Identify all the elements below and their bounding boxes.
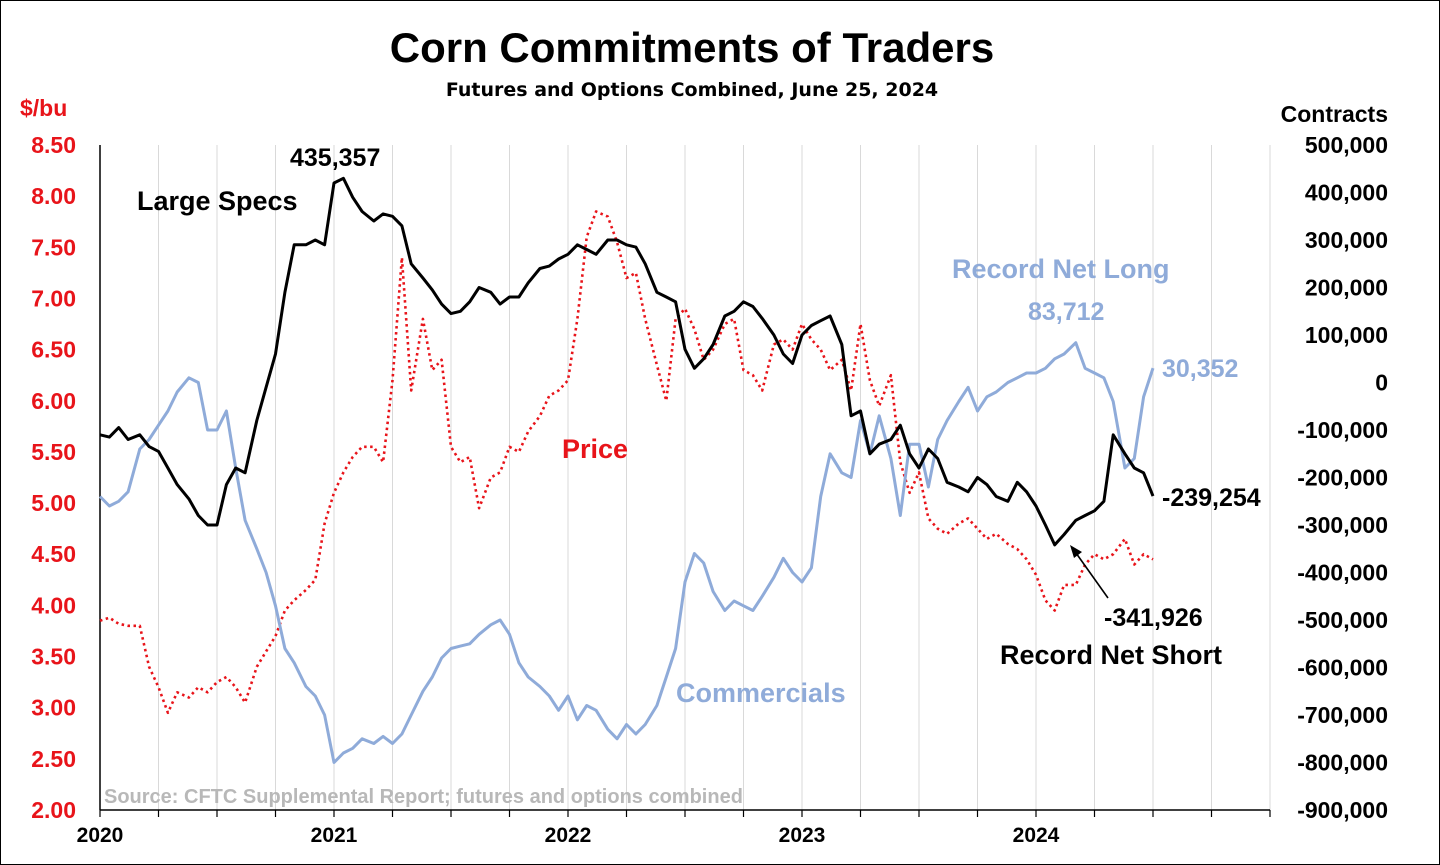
left-tick-label: 3.00	[31, 695, 76, 721]
series-price	[99, 210, 1154, 715]
left-tick-label: 3.50	[31, 644, 76, 670]
series-commercials	[98, 341, 1155, 764]
right-tick-label: -100,000	[1297, 417, 1388, 443]
record-net-long-value: 83,712	[1028, 298, 1104, 326]
left-tick-labels: 8.50 8.00 7.50 7.00 6.50 6.00 5.50 5.00 4.50 4.00…	[31, 132, 76, 823]
right-tick-label: -700,000	[1297, 702, 1388, 728]
latest-large-specs-value: -239,254	[1162, 484, 1261, 512]
right-tick-label: 100,000	[1305, 322, 1388, 348]
right-tick-label: -900,000	[1297, 797, 1388, 823]
left-tick-label: 7.50	[31, 234, 76, 260]
x-tick-labels: 2020 2021 2022 2023 2024	[77, 824, 1060, 847]
right-tick-label: -200,000	[1297, 465, 1388, 491]
right-tick-label: -800,000	[1297, 750, 1388, 776]
price-label: Price	[562, 434, 628, 464]
right-tick-label: 300,000	[1305, 227, 1388, 253]
left-tick-label: 5.50	[31, 439, 76, 465]
series-large-specs	[99, 176, 1155, 547]
left-tick-label: 4.00	[31, 592, 76, 618]
latest-commercials-value: 30,352	[1162, 355, 1238, 383]
left-axis-unit: $/bu	[20, 95, 67, 121]
x-tick-label: 2023	[779, 824, 826, 847]
left-tick-label: 5.00	[31, 490, 76, 516]
right-tick-label: 0	[1375, 370, 1388, 396]
x-axis-tick-marks	[99, 810, 1271, 817]
left-tick-label: 2.00	[31, 797, 76, 823]
left-tick-label: 6.50	[31, 337, 76, 363]
right-tick-labels: 500,000 400,000 300,000 200,000 100,000 0 -100…	[1297, 132, 1388, 823]
series-layer	[98, 176, 1155, 764]
right-tick-label: 500,000	[1305, 132, 1388, 158]
right-tick-label: 200,000	[1305, 275, 1388, 301]
source-note: Source: CFTC Supplemental Report; future…	[104, 786, 743, 808]
chart-subtitle: Futures and Options Combined, June 25, 2…	[446, 79, 938, 101]
right-tick-label: -500,000	[1297, 607, 1388, 633]
record-net-short-value: -341,926	[1104, 604, 1203, 632]
right-tick-label: -400,000	[1297, 560, 1388, 586]
left-tick-label: 8.00	[31, 183, 76, 209]
left-tick-label: 2.50	[31, 746, 76, 772]
chart-title: Corn Commitments of Traders	[390, 24, 994, 71]
x-tick-label: 2021	[311, 824, 358, 847]
commercials-label: Commercials	[676, 678, 846, 708]
x-tick-label: 2022	[545, 824, 592, 847]
right-tick-label: -300,000	[1297, 512, 1388, 538]
x-tick-label: 2024	[1013, 824, 1060, 847]
large-specs-label: Large Specs	[137, 186, 298, 216]
record-net-short-arrow	[1075, 552, 1109, 599]
left-tick-label: 7.00	[31, 285, 76, 311]
left-tick-label: 8.50	[31, 132, 76, 158]
right-axis-unit: Contracts	[1281, 101, 1388, 127]
left-tick-label: 4.50	[31, 541, 76, 567]
left-tick-label: 6.00	[31, 388, 76, 414]
x-tick-label: 2020	[77, 824, 124, 847]
right-tick-label: 400,000	[1305, 180, 1388, 206]
record-net-short-arrowhead	[1070, 545, 1082, 558]
record-net-long-label: Record Net Long	[952, 254, 1170, 284]
record-net-short-label: Record Net Short	[1000, 640, 1222, 670]
large-specs-peak-label: 435,357	[290, 144, 380, 172]
right-tick-label: -600,000	[1297, 655, 1388, 681]
